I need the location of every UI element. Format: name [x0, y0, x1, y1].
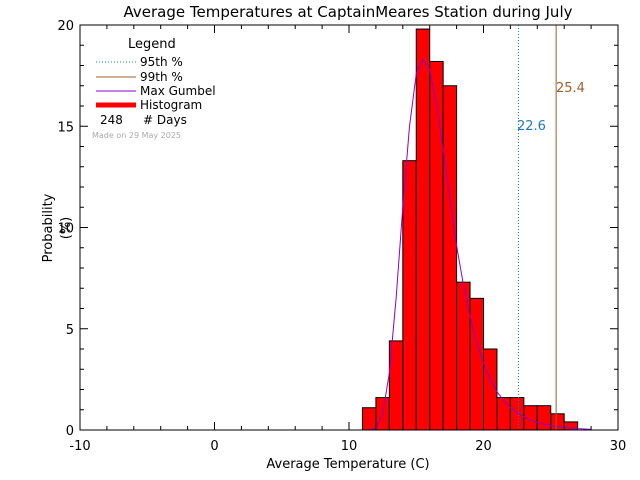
y-tick-label: 5 — [66, 323, 74, 338]
histogram-bar — [415, 28, 431, 431]
histogram-bar — [442, 85, 458, 431]
y-axis-label-bottom: (%) — [59, 217, 74, 240]
legend-label-gumbel: Max Gumbel — [140, 84, 216, 98]
x-tick-label: 10 — [341, 439, 358, 454]
y-tick-label: 0 — [66, 424, 74, 439]
histogram-bar — [496, 397, 511, 431]
p99-value-label: 25.4 — [556, 81, 585, 96]
x-axis-label: Average Temperature (C) — [266, 457, 429, 472]
y-axis-label-top: Probability — [41, 193, 56, 262]
histogram-bar — [402, 160, 417, 431]
plot-area — [361, 25, 592, 431]
x-tick-label: 20 — [475, 439, 492, 454]
x-tick-label: 30 — [610, 439, 627, 454]
legend-label-99th: 99th % — [140, 70, 183, 84]
histogram-bar — [361, 407, 377, 431]
legend-days-count: 248 — [100, 113, 123, 127]
y-tick-label: 10 — [57, 222, 74, 237]
y-tick-label: 15 — [57, 120, 74, 135]
legend-title: Legend — [128, 37, 176, 52]
histogram-bar — [509, 397, 525, 431]
x-tick-label: 0 — [210, 439, 218, 454]
legend-days-label: # Days — [143, 113, 187, 127]
chart-title: Average Temperatures at CaptainMeares St… — [124, 3, 573, 21]
legend-label-95th: 95th % — [140, 55, 183, 69]
histogram-bar — [483, 348, 498, 431]
histogram-bar — [469, 297, 484, 431]
y-axis: 0 5 10 15 20 — [57, 19, 618, 439]
made-on-note: Made on 29 May 2025 — [92, 131, 181, 140]
x-tick-label: -10 — [69, 439, 90, 454]
legend: Legend 95th % 99th % Max Gumbel Histogra… — [92, 37, 216, 140]
legend-label-histogram: Histogram — [140, 98, 202, 112]
x-axis: -10 0 10 20 30 — [69, 25, 626, 454]
y-tick-label: 20 — [57, 19, 74, 34]
gumbel-curve — [369, 58, 592, 431]
p95-value-label: 22.6 — [517, 119, 546, 134]
histogram-bar — [536, 405, 552, 431]
histogram-bar — [429, 60, 444, 431]
